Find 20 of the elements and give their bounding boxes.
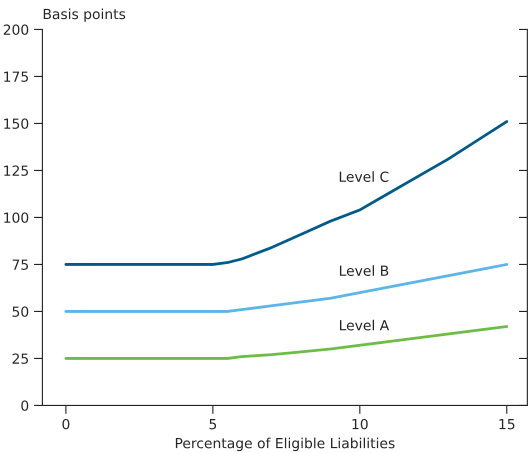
y-tick-label: 75 [12,260,28,270]
y-tick-label: 0 [21,400,28,411]
series-label: Level A [340,320,390,330]
y-tick-label: 50 [12,306,28,317]
y-axis-title: Basis points [44,8,126,22]
y-tick-label: 175 [4,72,28,82]
line-series [64,263,508,313]
x-tick-label: 5 [210,419,216,430]
line-series [64,120,508,266]
y-tick-label: 200 [4,24,28,35]
y-tick-label: 150 [4,118,28,129]
x-tick-label: 15 [499,419,514,430]
y-tick-label: 125 [4,165,28,176]
series-label: Level C [340,171,388,182]
y-tick-label: 100 [4,212,28,223]
y-tick-label: 25 [12,353,28,364]
x-axis-title: Percentage of Eligible Liabilities [176,438,395,452]
x-tick-label: 0 [62,418,70,430]
series-label: Level B [340,265,388,276]
x-tick-label: 10 [352,418,368,430]
